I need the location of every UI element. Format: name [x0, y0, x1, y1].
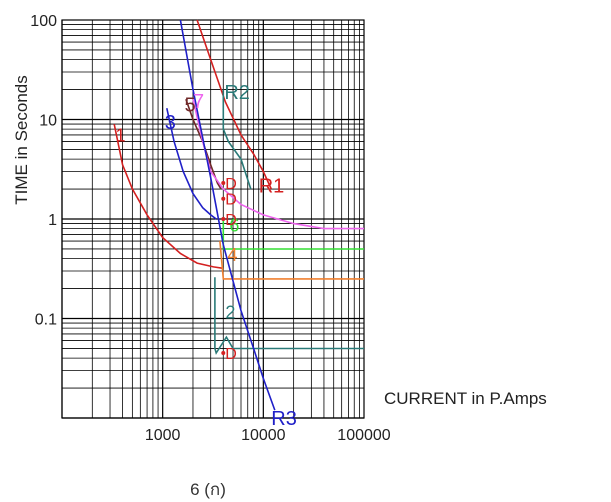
series-label-r3: R3 — [271, 408, 297, 430]
marker-dot — [221, 351, 226, 356]
series-line-r2 — [222, 89, 252, 190]
y-tick-label: 0.1 — [35, 312, 57, 329]
y-tick-label: 1 — [48, 212, 57, 229]
plot-frame — [61, 19, 365, 419]
series-label-3: 3 — [165, 112, 176, 134]
figure-caption: 6 (ก) — [190, 480, 226, 499]
series-label-r1: R1 — [259, 175, 285, 197]
x-tick-label: 10000 — [241, 427, 286, 444]
marker-d: D — [225, 192, 237, 209]
y-axis-label: TIME in Seconds — [12, 75, 31, 204]
marker-d: D — [225, 176, 237, 193]
tick-labels: 1000 10000 100000 100 10 1 0.1 — [30, 13, 391, 444]
series-line-6 — [222, 219, 364, 250]
axes — [61, 19, 365, 419]
marker-d: D — [225, 212, 237, 229]
x-axis-label: CURRENT in P.Amps — [384, 389, 547, 408]
series-line-4 — [219, 241, 364, 280]
series-line-1 — [113, 123, 223, 269]
series-line-2 — [214, 277, 364, 355]
series-line-r1 — [196, 19, 273, 190]
series-line-3 — [166, 108, 217, 220]
series-line-r3 — [179, 19, 276, 411]
series-label-7: 7 — [193, 91, 204, 113]
marker-dot — [221, 181, 226, 186]
series-label-r2: R2 — [224, 82, 250, 104]
marker-dot — [221, 196, 226, 201]
series-line-7 — [192, 99, 364, 230]
y-tick-label: 100 — [30, 13, 57, 30]
series-label-4: 4 — [227, 245, 237, 265]
x-tick-label: 100000 — [337, 427, 390, 444]
series-label-5: 5 — [185, 95, 196, 117]
marker-dot — [221, 217, 226, 221]
series-label-1: 1 — [116, 126, 126, 146]
grid — [61, 20, 364, 419]
marker-d: D — [225, 346, 237, 363]
series-layer — [113, 19, 364, 411]
series-label-6: 6 — [229, 215, 239, 235]
series-label-2: 2 — [225, 303, 235, 323]
series-line-5 — [185, 98, 222, 190]
x-tick-label: 1000 — [145, 427, 181, 444]
y-tick-label: 10 — [39, 113, 57, 130]
